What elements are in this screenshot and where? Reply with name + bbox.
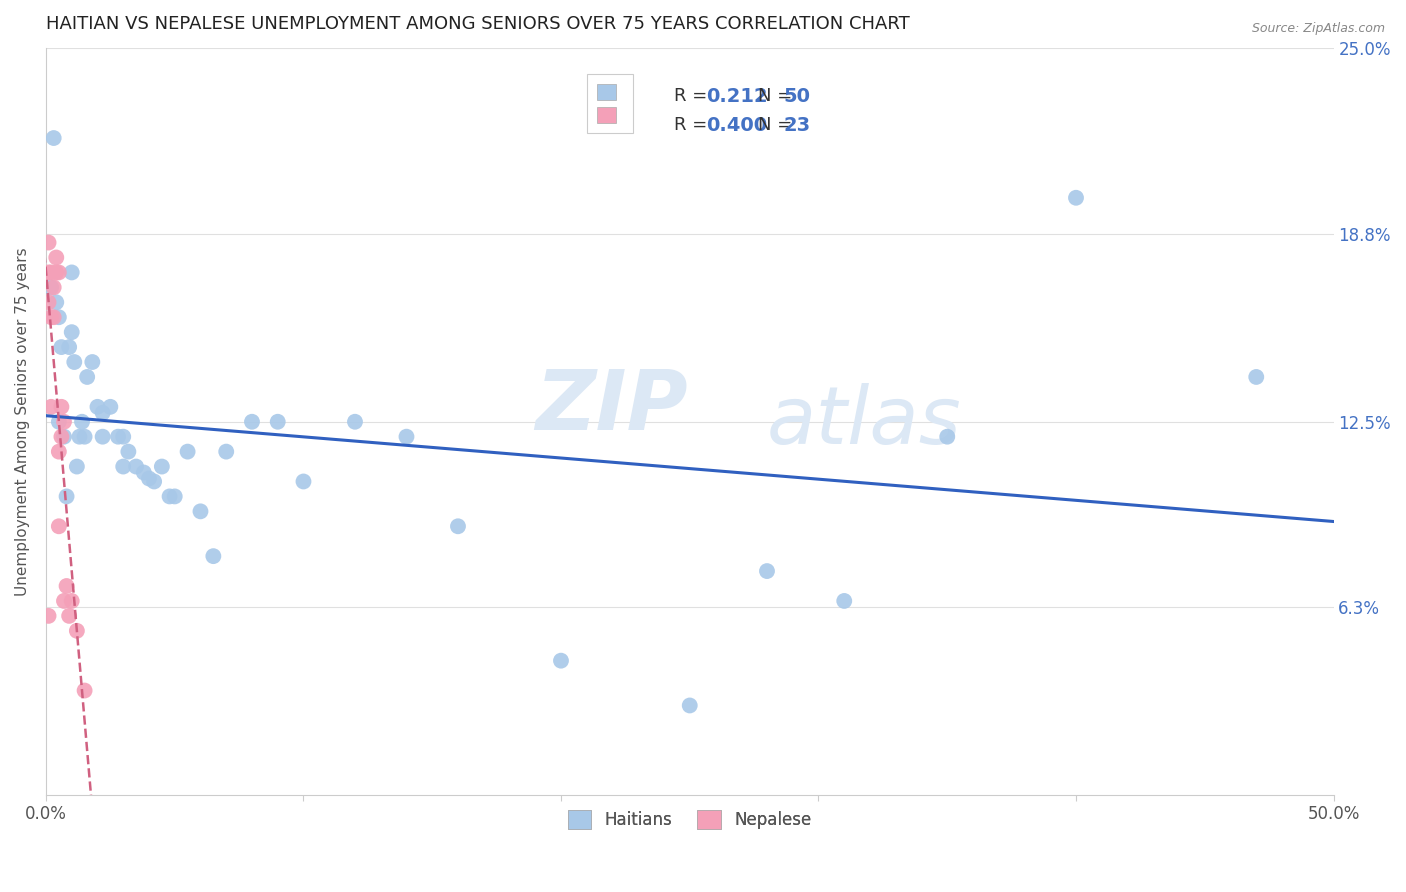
Point	[51, 400, 73, 414]
Point	[60, 594, 83, 608]
Point	[63, 355, 86, 369]
Point	[125, 459, 148, 474]
Point	[550, 654, 572, 668]
Text: HAITIAN VS NEPALESE UNEMPLOYMENT AMONG SENIORS OVER 75 YEARS CORRELATION CHART: HAITIAN VS NEPALESE UNEMPLOYMENT AMONG S…	[46, 15, 910, 33]
Text: Source: ZipAtlas.com: Source: ZipAtlas.com	[1251, 22, 1385, 36]
Point	[66, 459, 89, 474]
Point	[82, 355, 104, 369]
Point	[447, 519, 470, 533]
Text: 0.400: 0.400	[706, 116, 768, 135]
Point	[48, 444, 70, 458]
Point	[42, 310, 65, 325]
Point	[42, 131, 65, 145]
Point	[53, 430, 76, 444]
Point	[73, 430, 96, 444]
Text: ZIP: ZIP	[536, 367, 688, 447]
Text: N =: N =	[758, 116, 799, 135]
Point	[60, 325, 83, 339]
Legend: Haitians, Nepalese: Haitians, Nepalese	[558, 800, 821, 839]
Point	[112, 459, 135, 474]
Point	[202, 549, 225, 563]
Point	[163, 490, 186, 504]
Point	[39, 400, 62, 414]
Point	[58, 608, 80, 623]
Text: 23: 23	[783, 116, 811, 135]
Point	[292, 475, 315, 489]
Point	[176, 444, 198, 458]
Point	[150, 459, 173, 474]
Point	[756, 564, 779, 578]
Point	[55, 490, 77, 504]
Point	[70, 415, 93, 429]
Point	[45, 265, 67, 279]
Text: atlas: atlas	[768, 383, 962, 461]
Point	[190, 504, 212, 518]
Point	[51, 430, 73, 444]
Point	[267, 415, 290, 429]
Point	[240, 415, 263, 429]
Point	[51, 340, 73, 354]
Point	[343, 415, 366, 429]
Point	[66, 624, 89, 638]
Point	[48, 265, 70, 279]
Point	[395, 430, 418, 444]
Point	[117, 444, 139, 458]
Point	[86, 400, 108, 414]
Point	[39, 280, 62, 294]
Point	[38, 235, 60, 250]
Text: 50: 50	[783, 87, 811, 106]
Y-axis label: Unemployment Among Seniors over 75 years: Unemployment Among Seniors over 75 years	[15, 247, 30, 596]
Text: R =: R =	[675, 87, 713, 105]
Point	[132, 466, 155, 480]
Point	[215, 444, 238, 458]
Point	[42, 280, 65, 294]
Point	[38, 608, 60, 623]
Point	[91, 406, 114, 420]
Point	[91, 430, 114, 444]
Point	[107, 430, 129, 444]
Point	[679, 698, 702, 713]
Point	[936, 430, 959, 444]
Point	[832, 594, 855, 608]
Point	[55, 579, 77, 593]
Point	[48, 519, 70, 533]
Point	[1246, 370, 1268, 384]
Point	[73, 683, 96, 698]
Point	[39, 265, 62, 279]
Point	[159, 490, 181, 504]
Point	[69, 430, 91, 444]
Text: 0.212: 0.212	[706, 87, 768, 106]
Point	[138, 471, 160, 485]
Point	[53, 415, 76, 429]
Point	[38, 265, 60, 279]
Point	[58, 340, 80, 354]
Point	[39, 310, 62, 325]
Point	[45, 295, 67, 310]
Point	[48, 415, 70, 429]
Point	[45, 251, 67, 265]
Point	[143, 475, 166, 489]
Text: N =: N =	[758, 87, 799, 105]
Text: R =: R =	[675, 116, 713, 135]
Point	[1064, 191, 1087, 205]
Point	[98, 400, 121, 414]
Point	[76, 370, 98, 384]
Point	[53, 594, 76, 608]
Point	[38, 295, 60, 310]
Point	[112, 430, 135, 444]
Point	[60, 265, 83, 279]
Point	[48, 310, 70, 325]
